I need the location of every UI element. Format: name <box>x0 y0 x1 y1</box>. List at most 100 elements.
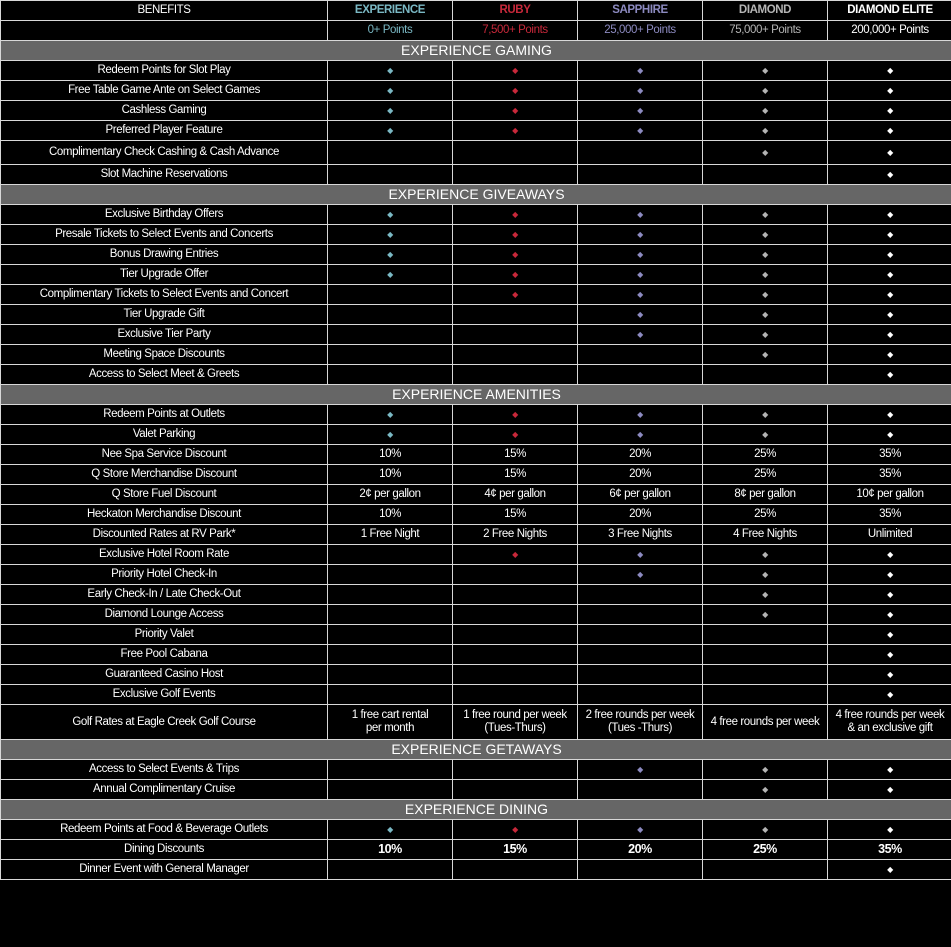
benefit-row: Priority Valet ◆ <box>0 624 951 645</box>
benefit-cell <box>327 779 453 800</box>
benefit-cell: ◆ <box>827 364 951 385</box>
section-header: EXPERIENCE DINING <box>0 799 951 820</box>
benefit-row: Q Store Merchandise Discount 10% 15% 20% 25%… <box>0 464 951 485</box>
benefit-cell: 1 Free Night <box>327 524 453 545</box>
points-row: 0+ Points 7,500+ Points 25,000+ Points 7… <box>0 20 951 41</box>
benefit-cell: ◆ <box>452 224 578 245</box>
diamond-bullet-icon: ◆ <box>637 106 643 115</box>
benefit-cell: 4¢ per gallon <box>452 484 578 505</box>
benefit-cell <box>327 604 453 625</box>
benefit-label: Guaranteed Casino Host <box>0 664 328 685</box>
benefit-cell: ◆ <box>827 244 951 265</box>
diamond-bullet-icon: ◆ <box>887 610 893 619</box>
benefit-cell: ◆ <box>702 759 828 780</box>
benefit-cell <box>327 664 453 685</box>
diamond-bullet-icon: ◆ <box>512 270 518 279</box>
diamond-bullet-icon: ◆ <box>762 270 768 279</box>
diamond-bullet-icon: ◆ <box>762 590 768 599</box>
benefit-cell <box>452 779 578 800</box>
benefit-row: Complimentary Check Cashing & Cash Advan… <box>0 140 951 165</box>
benefit-cell: ◆ <box>827 224 951 245</box>
tier-diamond: DIAMOND <box>702 0 828 21</box>
diamond-bullet-icon: ◆ <box>512 410 518 419</box>
benefit-row: Guaranteed Casino Host ◆ <box>0 664 951 685</box>
diamond-bullet-icon: ◆ <box>762 330 768 339</box>
diamond-bullet-icon: ◆ <box>387 126 393 135</box>
benefit-cell: ◆ <box>827 544 951 565</box>
benefit-cell <box>577 164 703 185</box>
diamond-bullet-icon: ◆ <box>887 230 893 239</box>
benefit-cell: ◆ <box>827 424 951 445</box>
benefit-cell <box>577 344 703 365</box>
benefit-cell <box>327 304 453 325</box>
diamond-bullet-icon: ◆ <box>387 106 393 115</box>
benefit-cell <box>702 859 828 880</box>
diamond-bullet-icon: ◆ <box>637 825 643 834</box>
diamond-bullet-icon: ◆ <box>762 765 768 774</box>
benefit-cell <box>327 364 453 385</box>
diamond-bullet-icon: ◆ <box>637 570 643 579</box>
benefit-row: Dinner Event with General Manager ◆ <box>0 859 951 880</box>
diamond-bullet-icon: ◆ <box>512 430 518 439</box>
diamond-bullet-icon: ◆ <box>887 350 893 359</box>
diamond-bullet-icon: ◆ <box>887 670 893 679</box>
diamond-bullet-icon: ◆ <box>887 410 893 419</box>
benefit-cell: ◆ <box>827 624 951 645</box>
benefit-cell <box>452 140 578 165</box>
section-title: EXPERIENCE GAMING <box>0 40 951 61</box>
benefit-cell: ◆ <box>827 264 951 285</box>
benefit-cell: ◆ <box>827 779 951 800</box>
benefit-cell: ◆ <box>827 584 951 605</box>
benefit-cell: ◆ <box>327 819 453 840</box>
benefit-cell: 10% <box>327 444 453 465</box>
benefit-row: Q Store Fuel Discount 2¢ per gallon 4¢ per… <box>0 484 951 505</box>
diamond-bullet-icon: ◆ <box>637 550 643 559</box>
benefit-row: Slot Machine Reservations ◆ <box>0 164 951 185</box>
benefit-cell: ◆ <box>452 80 578 101</box>
benefit-cell: 10% <box>327 464 453 485</box>
benefit-cell: ◆ <box>577 204 703 225</box>
benefit-cell <box>327 284 453 305</box>
section-title: EXPERIENCE GIVEAWAYS <box>0 184 951 205</box>
benefit-row: Exclusive Golf Events ◆ <box>0 684 951 705</box>
benefit-cell: 3 Free Nights <box>577 524 703 545</box>
points-experience: 0+ Points <box>327 20 453 41</box>
benefit-cell <box>327 164 453 185</box>
benefit-cell: ◆ <box>327 244 453 265</box>
diamond-bullet-icon: ◆ <box>387 86 393 95</box>
benefit-cell: ◆ <box>702 344 828 365</box>
benefit-cell <box>577 364 703 385</box>
diamond-bullet-icon: ◆ <box>387 250 393 259</box>
section-header: EXPERIENCE GAMING <box>0 40 951 61</box>
diamond-bullet-icon: ◆ <box>637 330 643 339</box>
benefit-cell: 4 free rounds per week & an exclusive gi… <box>827 704 951 740</box>
diamond-bullet-icon: ◆ <box>887 290 893 299</box>
benefit-cell: ◆ <box>827 204 951 225</box>
section-header: EXPERIENCE AMENITIES <box>0 384 951 405</box>
benefit-cell: 20% <box>577 464 703 485</box>
benefit-cell: ◆ <box>327 100 453 121</box>
tier-ruby: RUBY <box>452 0 578 21</box>
benefit-label: Cashless Gaming <box>0 100 328 121</box>
diamond-bullet-icon: ◆ <box>637 310 643 319</box>
benefit-row: Diamond Lounge Access ◆ ◆ <box>0 604 951 625</box>
benefit-cell: ◆ <box>577 424 703 445</box>
benefit-label: Presale Tickets to Select Events and Con… <box>0 224 328 245</box>
benefit-cell: ◆ <box>827 60 951 81</box>
benefit-cell <box>327 564 453 585</box>
diamond-bullet-icon: ◆ <box>887 690 893 699</box>
benefit-label: Nee Spa Service Discount <box>0 444 328 465</box>
diamond-bullet-icon: ◆ <box>762 66 768 75</box>
benefit-cell: 10% <box>327 839 453 860</box>
benefit-cell: ◆ <box>327 120 453 141</box>
diamond-bullet-icon: ◆ <box>512 230 518 239</box>
diamond-bullet-icon: ◆ <box>762 210 768 219</box>
benefit-cell <box>702 684 828 705</box>
benefit-cell: ◆ <box>327 80 453 101</box>
diamond-bullet-icon: ◆ <box>887 825 893 834</box>
benefit-cell: 1 free round per week (Tues-Thurs) <box>452 704 578 740</box>
diamond-bullet-icon: ◆ <box>762 550 768 559</box>
diamond-bullet-icon: ◆ <box>637 66 643 75</box>
diamond-bullet-icon: ◆ <box>887 210 893 219</box>
diamond-bullet-icon: ◆ <box>637 270 643 279</box>
